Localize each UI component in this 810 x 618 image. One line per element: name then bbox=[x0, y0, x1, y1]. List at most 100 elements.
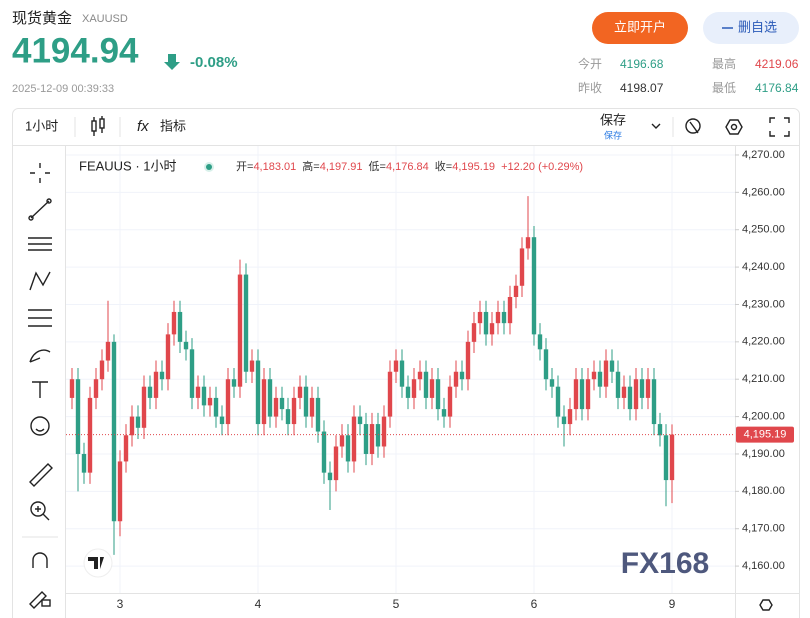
candle-body bbox=[609, 360, 615, 372]
candle-body bbox=[201, 386, 207, 406]
last-price-label: 4,195.19 bbox=[744, 428, 787, 440]
x-tick-label: 6 bbox=[531, 597, 538, 611]
candle-body bbox=[441, 409, 447, 417]
price: 4194.94 bbox=[12, 31, 139, 70]
emoji-tool[interactable] bbox=[30, 416, 50, 436]
candle-body bbox=[297, 386, 303, 398]
stat-value: 4196.68 bbox=[620, 57, 664, 71]
y-tick-label: 4,270.00 bbox=[742, 149, 785, 161]
zoom-tool[interactable] bbox=[30, 501, 50, 521]
settings-icon[interactable] bbox=[725, 119, 743, 135]
candle-body bbox=[315, 397, 321, 432]
ruler-tool[interactable] bbox=[29, 463, 53, 487]
candle-body bbox=[189, 349, 195, 398]
candle-body bbox=[153, 371, 159, 398]
tv-logo bbox=[83, 548, 113, 578]
candle-body bbox=[393, 360, 399, 372]
candle-body bbox=[129, 416, 135, 436]
candle-body bbox=[231, 379, 237, 387]
candle-body bbox=[579, 379, 585, 410]
axis-settings-icon[interactable] bbox=[759, 599, 773, 611]
open-account-button[interactable] bbox=[592, 12, 688, 44]
candle-body bbox=[615, 371, 621, 398]
candle-body bbox=[621, 386, 627, 398]
x-tick-label: 3 bbox=[117, 597, 124, 611]
remove-watch-button[interactable] bbox=[703, 12, 799, 44]
y-tick-label: 4,250.00 bbox=[742, 224, 785, 236]
ohlc-label: 高= bbox=[302, 159, 319, 173]
candle-body bbox=[657, 424, 663, 436]
ohlc-label: 开= bbox=[236, 161, 253, 173]
candle-body bbox=[87, 397, 93, 473]
candle-body bbox=[291, 397, 297, 425]
stat-value: 4219.06 bbox=[755, 57, 799, 71]
fx-icon[interactable]: fx bbox=[137, 118, 149, 135]
ohlc-label: 低= bbox=[369, 160, 386, 173]
candle-body bbox=[639, 379, 645, 398]
candle-body bbox=[543, 349, 549, 380]
fullscreen-icon[interactable] bbox=[769, 117, 790, 137]
candle-body bbox=[513, 285, 519, 297]
candle-body bbox=[459, 371, 465, 380]
interval[interactable]: 1小时 bbox=[25, 118, 58, 133]
candle-body bbox=[123, 435, 129, 462]
parallel-tool[interactable] bbox=[28, 237, 52, 251]
brush-tool[interactable] bbox=[29, 349, 51, 363]
stat-label: 昨收 bbox=[578, 81, 602, 95]
candle-body bbox=[447, 386, 453, 417]
y-tick-label: 4,190.00 bbox=[742, 448, 785, 460]
fib-tool[interactable] bbox=[28, 309, 52, 327]
candle-body bbox=[519, 248, 525, 286]
candle-body bbox=[255, 360, 261, 425]
stat-label: 今开 bbox=[578, 56, 602, 71]
candle-body bbox=[591, 371, 597, 380]
candle-body bbox=[387, 371, 393, 417]
text-tool[interactable] bbox=[32, 381, 48, 398]
candle-body bbox=[423, 371, 429, 398]
candle-body bbox=[213, 397, 219, 417]
stat-label: 最高 bbox=[712, 56, 736, 71]
save[interactable]: 保存 bbox=[600, 112, 626, 127]
candle-body bbox=[555, 386, 561, 417]
candle-body bbox=[309, 397, 315, 417]
candle-body bbox=[507, 296, 513, 324]
crosshair-tool[interactable] bbox=[30, 163, 50, 183]
x-tick-label: 5 bbox=[393, 597, 400, 611]
candle-body bbox=[603, 360, 609, 387]
remove-watch-label[interactable]: 删自选 bbox=[738, 19, 777, 34]
watermark: FX168 bbox=[621, 547, 709, 580]
candle-body bbox=[195, 386, 201, 398]
ohlc-change: +12.20 (+0.29%) bbox=[501, 161, 583, 173]
candle-body bbox=[93, 379, 99, 398]
y-tick-label: 4,160.00 bbox=[742, 560, 785, 572]
candle-body bbox=[249, 360, 255, 372]
grid bbox=[66, 146, 739, 593]
indicators[interactable]: 指标 bbox=[160, 118, 186, 133]
candle-body bbox=[531, 237, 537, 335]
y-tick-label: 4,210.00 bbox=[742, 373, 785, 385]
ohlc-label: 收= bbox=[435, 159, 452, 173]
x-tick-label: 9 bbox=[669, 597, 676, 611]
candle-body bbox=[663, 435, 669, 481]
pattern-tool[interactable] bbox=[29, 271, 51, 291]
candle-body bbox=[381, 416, 387, 447]
status-dot bbox=[206, 164, 212, 170]
alert-icon[interactable] bbox=[685, 118, 701, 134]
chart-title: FEAUUS · 1小时 bbox=[79, 158, 177, 173]
candle-body bbox=[165, 334, 171, 380]
line-tool[interactable] bbox=[28, 198, 52, 221]
candle-body bbox=[651, 379, 657, 425]
lock-tool[interactable] bbox=[29, 591, 51, 609]
candle-body bbox=[159, 371, 165, 380]
candle-type-icon[interactable] bbox=[91, 116, 105, 136]
chevron[interactable] bbox=[651, 123, 661, 129]
open-account-label[interactable]: 立即开户 bbox=[614, 19, 666, 34]
chart-container bbox=[12, 108, 800, 618]
candle-body bbox=[357, 416, 363, 425]
candle-body bbox=[525, 237, 531, 249]
symbol: XAUUSD bbox=[82, 13, 128, 25]
down-arrow bbox=[164, 54, 180, 70]
settings-icon-core bbox=[730, 123, 738, 131]
magnet-tool[interactable] bbox=[32, 552, 48, 568]
